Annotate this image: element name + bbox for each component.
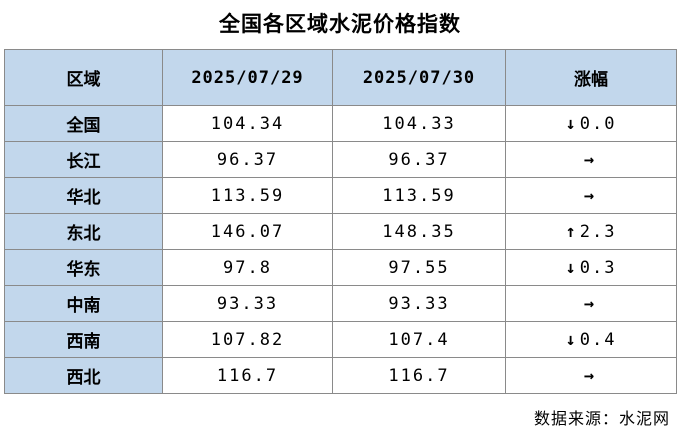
change-cell: → — [505, 357, 677, 394]
arrow-right-icon: → — [583, 149, 597, 170]
arrow-down-icon: ↓ — [565, 257, 578, 278]
arrow-up-icon: ↑ — [565, 221, 578, 242]
index-value-date1: 104.34 — [162, 105, 333, 142]
region-cell: 华东 — [4, 249, 163, 286]
change-cell: → — [505, 285, 677, 322]
index-value-date1: 116.7 — [162, 357, 333, 394]
index-value-date1: 97.8 — [162, 249, 333, 286]
column-header-date2: 2025/07/30 — [332, 49, 506, 106]
table-row: 中南 93.33 93.33 → — [4, 285, 677, 322]
table-row: 西南 107.82 107.4 ↓ 0.4 — [4, 321, 677, 358]
index-value-date2: 97.55 — [332, 249, 506, 286]
header-row: 区域 2025/07/29 2025/07/30 涨幅 — [4, 49, 677, 106]
change-value: 0.0 — [579, 113, 617, 134]
change-value: 2.3 — [579, 221, 617, 242]
index-value-date1: 113.59 — [162, 177, 333, 214]
table-row: 华北 113.59 113.59 → — [4, 177, 677, 214]
column-header-date1: 2025/07/29 — [162, 49, 333, 106]
region-cell: 长江 — [4, 141, 163, 178]
table-row: 全国 104.34 104.33 ↓ 0.0 — [4, 105, 677, 142]
index-value-date2: 96.37 — [332, 141, 506, 178]
index-value-date1: 107.82 — [162, 321, 333, 358]
change-cell: ↑ 2.3 — [505, 213, 677, 250]
arrow-down-icon: ↓ — [565, 329, 578, 350]
index-value-date2: 148.35 — [332, 213, 506, 250]
region-cell: 西北 — [4, 357, 163, 394]
change-value: 0.4 — [579, 329, 617, 350]
index-value-date2: 93.33 — [332, 285, 506, 322]
table-row: 华东 97.8 97.55 ↓ 0.3 — [4, 249, 677, 286]
table-row: 东北 146.07 148.35 ↑ 2.3 — [4, 213, 677, 250]
data-source-note: 数据来源：水泥网 — [533, 409, 670, 428]
change-cell: ↓ 0.4 — [505, 321, 677, 358]
region-cell: 华北 — [4, 177, 163, 214]
column-header-region: 区域 — [4, 49, 163, 106]
change-cell: ↓ 0.0 — [505, 105, 677, 142]
index-value-date2: 116.7 — [332, 357, 506, 394]
arrow-down-icon: ↓ — [565, 113, 578, 134]
change-value: 0.3 — [579, 257, 617, 278]
table-row: 西北 116.7 116.7 → — [4, 357, 677, 394]
price-index-table: 区域 2025/07/29 2025/07/30 涨幅 全国 104.34 104.… — [4, 49, 677, 394]
column-header-change: 涨幅 — [505, 49, 677, 106]
index-value-date2: 113.59 — [332, 177, 506, 214]
index-value-date2: 104.33 — [332, 105, 506, 142]
index-value-date1: 93.33 — [162, 285, 333, 322]
arrow-right-icon: → — [583, 185, 597, 206]
table-row: 长江 96.37 96.37 → — [4, 141, 677, 178]
index-value-date2: 107.4 — [332, 321, 506, 358]
change-cell: ↓ 0.3 — [505, 249, 677, 286]
arrow-right-icon: → — [583, 365, 597, 386]
change-cell: → — [505, 177, 677, 214]
page-title: 全国各区域水泥价格指数 — [219, 12, 461, 36]
region-cell: 东北 — [4, 213, 163, 250]
change-cell: → — [505, 141, 677, 178]
arrow-right-icon: → — [583, 293, 597, 314]
index-value-date1: 96.37 — [162, 141, 333, 178]
index-value-date1: 146.07 — [162, 213, 333, 250]
region-cell: 西南 — [4, 321, 163, 358]
region-cell: 中南 — [4, 285, 163, 322]
region-cell: 全国 — [4, 105, 163, 142]
